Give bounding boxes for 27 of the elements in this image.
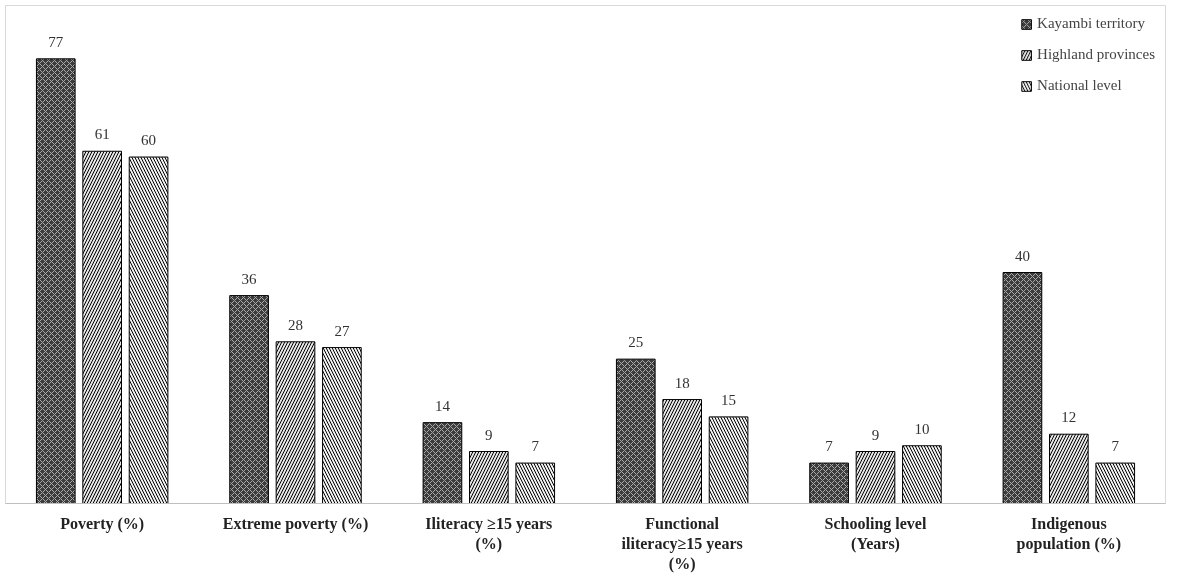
x-tick-label: Indigenous population (%) xyxy=(1016,514,1122,553)
x-tick-label: Extreme poverty (%) xyxy=(222,514,369,533)
legend-label: Kayambi territory xyxy=(1037,15,1145,32)
x-tick-label: Iliteracy ≥15 years (%) xyxy=(425,514,553,553)
x-tick-label: Poverty (%) xyxy=(60,514,145,533)
data-label: 40 xyxy=(1014,247,1030,264)
data-label: 7 xyxy=(1111,438,1120,455)
data-label: 7 xyxy=(531,438,540,455)
data-label: 15 xyxy=(721,391,737,408)
x-tick-label: Functional iliteracy≥15 years (%) xyxy=(621,514,743,574)
data-label: 14 xyxy=(434,397,451,414)
data-label: 18 xyxy=(674,374,690,391)
data-label: 10 xyxy=(914,420,930,437)
data-label: 7 xyxy=(825,438,834,455)
legend-label: Highland provinces xyxy=(1037,46,1155,63)
data-label: 9 xyxy=(485,426,493,443)
data-label: 25 xyxy=(628,334,644,351)
legend-label: National level xyxy=(1037,77,1122,94)
data-label: 27 xyxy=(334,322,350,339)
data-label: 9 xyxy=(871,426,880,443)
data-label: 61 xyxy=(94,126,110,143)
data-label: 12 xyxy=(1061,409,1077,426)
data-label: 60 xyxy=(141,132,157,149)
data-label: 77 xyxy=(48,33,64,50)
x-tick-label: Schooling level (Years) xyxy=(824,514,927,553)
data-label: 36 xyxy=(241,270,258,287)
data-label: 28 xyxy=(288,316,303,333)
